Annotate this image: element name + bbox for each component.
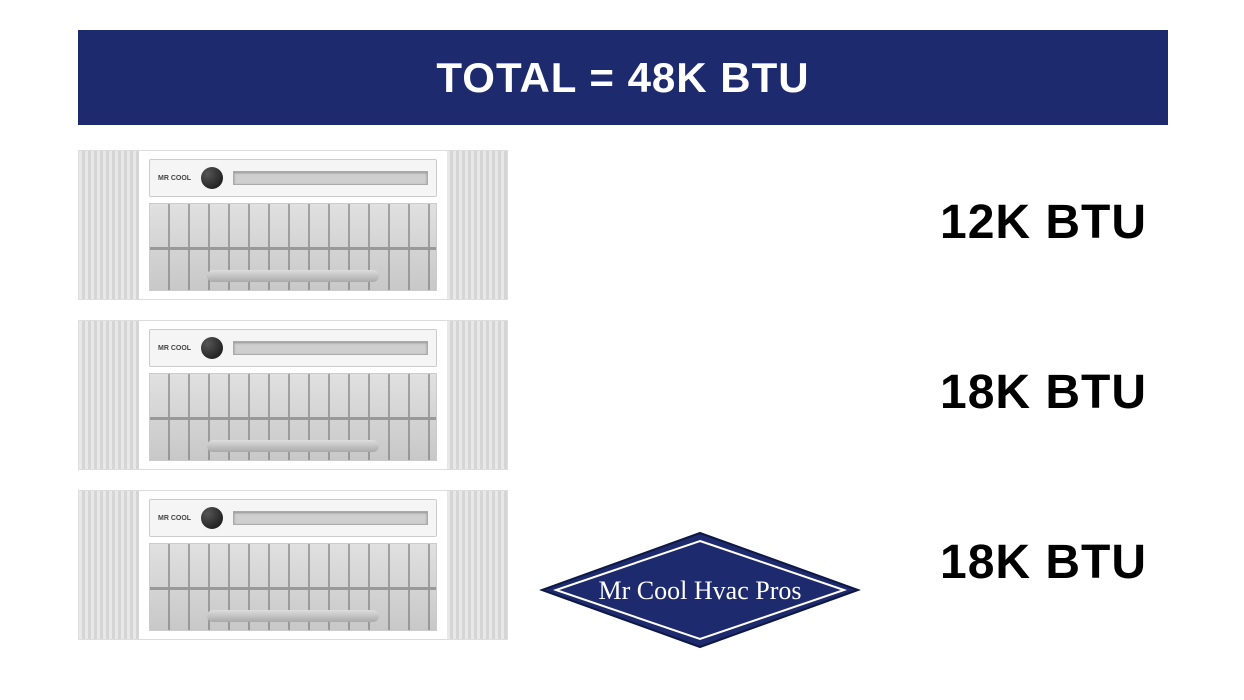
ac-brand-label: MR COOL <box>158 515 191 522</box>
pipe-icon <box>207 610 379 622</box>
unit-row-2: MR COOL <box>78 320 508 470</box>
ac-side-right <box>447 151 507 299</box>
ac-body-grille <box>149 543 437 631</box>
unit-row-3: MR COOL <box>78 490 508 640</box>
h-bar <box>150 417 436 420</box>
vent-slot <box>233 171 428 185</box>
ac-side-left <box>79 491 139 639</box>
ac-unit-3: MR COOL <box>78 490 508 640</box>
total-banner: TOTAL = 48K BTU <box>78 30 1168 125</box>
ac-center: MR COOL <box>139 491 447 639</box>
btu-label-2: 18K BTU <box>940 365 1147 420</box>
brand-logo: Mr Cool Hvac Pros <box>530 525 870 655</box>
ac-side-left <box>79 321 139 469</box>
power-dial-icon <box>201 167 223 189</box>
ac-body-grille <box>149 373 437 461</box>
ac-side-right <box>447 321 507 469</box>
ac-unit-2: MR COOL <box>78 320 508 470</box>
ac-side-right <box>447 491 507 639</box>
ac-center: MR COOL <box>139 151 447 299</box>
ac-unit-1: MR COOL <box>78 150 508 300</box>
pipe-icon <box>207 270 379 282</box>
h-bar <box>150 587 436 590</box>
vent-slot <box>233 511 428 525</box>
pipe-icon <box>207 440 379 452</box>
btu-label-1: 12K BTU <box>940 195 1147 250</box>
ac-brand-label: MR COOL <box>158 175 191 182</box>
unit-row-1: MR COOL <box>78 150 508 300</box>
ac-top-panel: MR COOL <box>149 159 437 197</box>
ac-top-panel: MR COOL <box>149 329 437 367</box>
btu-label-3: 18K BTU <box>940 535 1147 590</box>
total-text: TOTAL = 48K BTU <box>436 54 809 102</box>
h-bar <box>150 247 436 250</box>
power-dial-icon <box>201 337 223 359</box>
ac-brand-label: MR COOL <box>158 345 191 352</box>
vent-slot <box>233 341 428 355</box>
ac-body-grille <box>149 203 437 291</box>
ac-top-panel: MR COOL <box>149 499 437 537</box>
ac-side-left <box>79 151 139 299</box>
logo-text: Mr Cool Hvac Pros <box>599 576 802 605</box>
power-dial-icon <box>201 507 223 529</box>
ac-center: MR COOL <box>139 321 447 469</box>
